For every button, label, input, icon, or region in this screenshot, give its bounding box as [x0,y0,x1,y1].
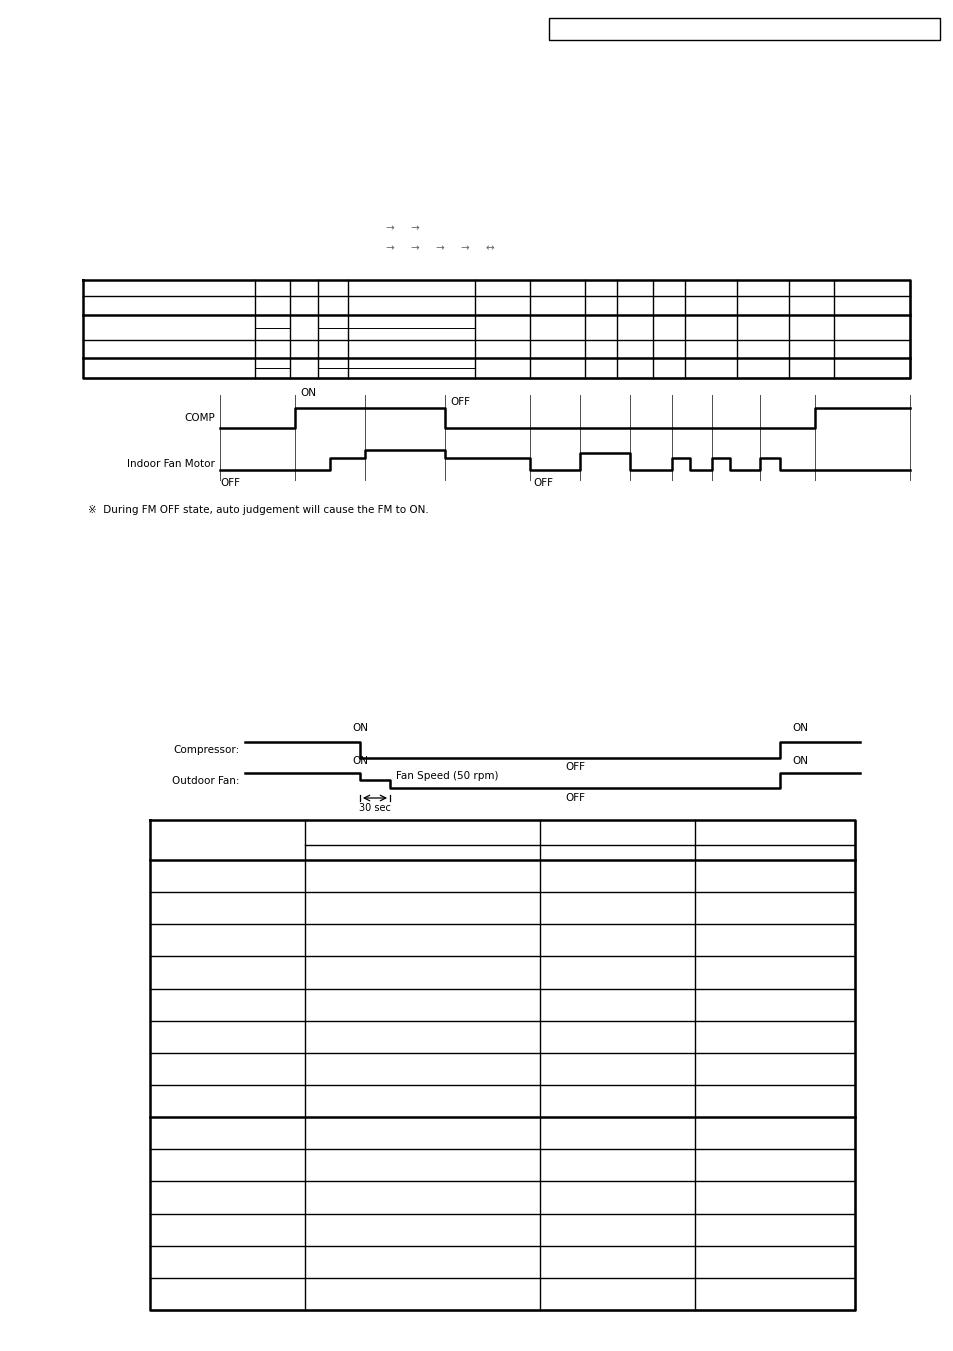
Text: ↔: ↔ [485,243,494,253]
Text: ON: ON [791,757,807,766]
Text: ON: ON [299,388,315,399]
Text: →: → [410,223,419,232]
Text: Outdoor Fan:: Outdoor Fan: [172,775,240,785]
Text: OFF: OFF [533,478,553,488]
Text: 30 sec: 30 sec [358,802,391,813]
Text: Indoor Fan Motor: Indoor Fan Motor [127,459,214,469]
Text: Compressor:: Compressor: [173,744,240,755]
Text: →: → [436,243,444,253]
Text: OFF: OFF [564,793,584,802]
Text: →: → [460,243,469,253]
Bar [548,18,939,41]
Text: →: → [410,243,419,253]
Text: OFF: OFF [220,478,240,488]
Text: COMP: COMP [184,413,214,423]
Text: Fan Speed (50 rpm): Fan Speed (50 rpm) [395,771,498,781]
Text: ON: ON [352,757,368,766]
Text: ON: ON [791,723,807,734]
Text: OFF: OFF [450,397,470,407]
Text: →: → [385,223,394,232]
Text: OFF: OFF [564,762,584,771]
Text: ※  During FM OFF state, auto judgement will cause the FM to ON.: ※ During FM OFF state, auto judgement wi… [88,505,428,515]
Text: ON: ON [352,723,368,734]
Text: →: → [385,243,394,253]
